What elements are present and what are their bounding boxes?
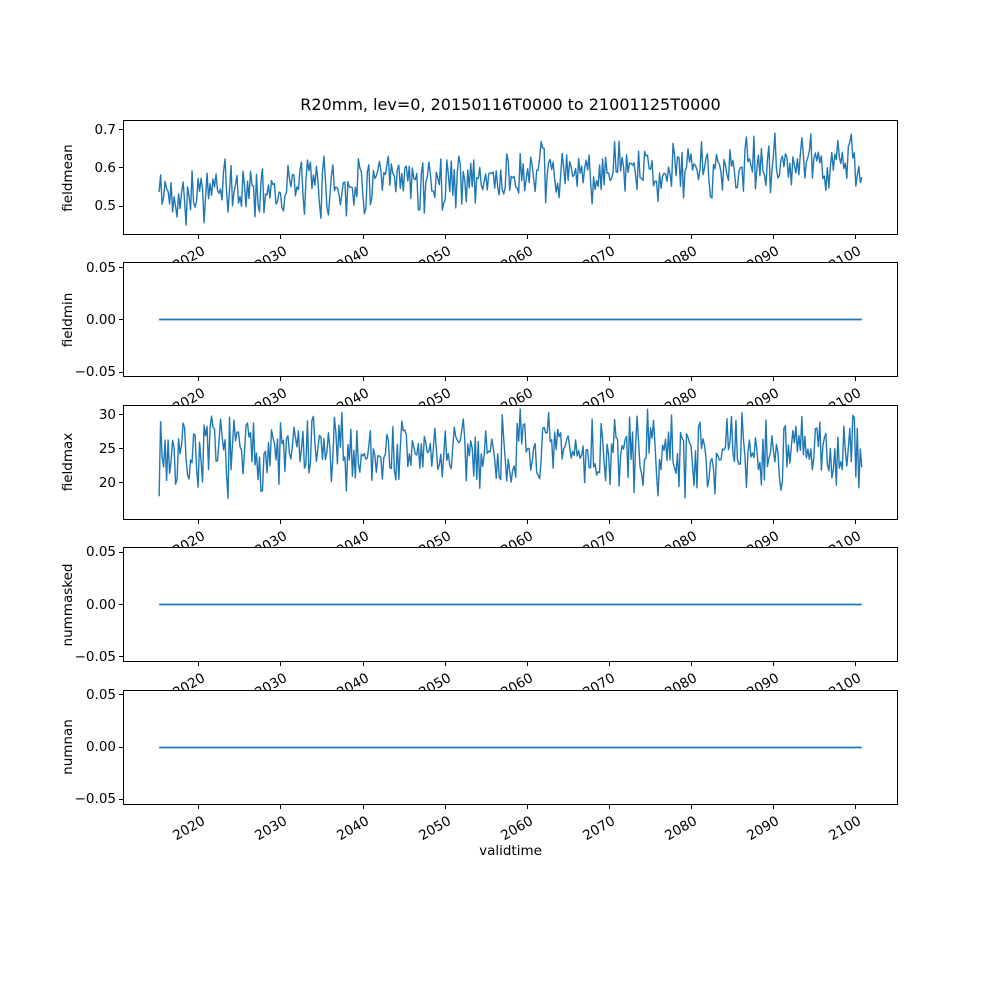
subplot-fieldmin-plot-area	[123, 262, 898, 378]
y-tick-mark	[119, 656, 123, 658]
x-tick-mark	[198, 235, 200, 239]
x-tick-mark	[854, 662, 856, 667]
x-tick-mark	[854, 519, 856, 524]
x-tick-mark	[362, 804, 364, 809]
x-tick-mark	[854, 804, 856, 809]
y-tick-mark	[119, 129, 123, 131]
x-tick-mark	[608, 377, 610, 382]
x-tick-mark	[772, 662, 774, 667]
y-tick-label: 0.5	[94, 198, 116, 215]
x-tick-mark	[198, 804, 200, 809]
x-tick-mark	[690, 662, 692, 667]
y-tick-label: 0.05	[85, 544, 116, 561]
x-tick-mark	[280, 804, 282, 809]
x-tick-mark	[280, 235, 282, 239]
x-tick-mark	[690, 519, 692, 524]
y-tick-label: 0.6	[94, 159, 116, 176]
subplot-fieldmax-plot-area	[123, 404, 898, 520]
x-tick-mark	[526, 235, 528, 239]
y-tick-label: −0.05	[74, 791, 116, 808]
y-tick-mark	[119, 448, 123, 450]
x-tick-mark	[362, 377, 364, 382]
chart-title: R20mm, lev=0, 20150116T0000 to 21001125T…	[300, 95, 721, 114]
x-axis-label: validtime	[479, 843, 542, 859]
subplot-numnan-plot-area	[123, 689, 898, 805]
x-tick-mark	[690, 377, 692, 382]
y-axis-label-fieldmin: fieldmin	[60, 292, 76, 348]
x-tick-mark	[444, 662, 446, 667]
x-tick-mark	[608, 235, 610, 239]
y-tick-label: −0.05	[74, 648, 116, 665]
x-tick-mark	[444, 804, 446, 809]
x-tick-mark	[608, 519, 610, 524]
x-tick-mark	[690, 804, 692, 809]
fieldmean-line	[158, 132, 863, 226]
y-tick-label: −0.05	[74, 364, 116, 381]
y-tick-mark	[119, 482, 123, 484]
x-tick-mark	[198, 377, 200, 382]
y-tick-mark	[119, 319, 123, 321]
y-tick-mark	[119, 267, 123, 269]
y-tick-label: 20	[98, 474, 116, 491]
y-tick-mark	[119, 551, 123, 553]
x-tick-mark	[526, 804, 528, 809]
nummasked-chart-svg	[159, 603, 862, 606]
y-tick-label: 30	[98, 406, 116, 423]
x-tick-mark	[198, 662, 200, 667]
x-tick-mark	[854, 235, 856, 239]
fieldmax-chart-svg	[158, 408, 863, 499]
x-tick-mark	[772, 804, 774, 809]
x-tick-mark	[608, 804, 610, 809]
x-tick-mark	[362, 519, 364, 524]
x-tick-mark	[772, 377, 774, 382]
y-tick-mark	[119, 167, 123, 169]
x-tick-mark	[526, 662, 528, 667]
subplot-fieldmean-plot-area	[123, 120, 898, 235]
y-tick-label: 0.7	[94, 121, 116, 138]
y-axis-label-nummasked: nummasked	[60, 563, 76, 647]
y-tick-mark	[119, 694, 123, 696]
x-tick-mark	[526, 377, 528, 382]
x-tick-mark	[526, 519, 528, 524]
fieldmin-chart-svg	[159, 318, 862, 321]
y-tick-mark	[119, 746, 123, 748]
y-tick-label: 0.00	[85, 596, 116, 613]
x-tick-mark	[198, 519, 200, 524]
fieldmax-line	[158, 408, 863, 499]
y-tick-label: 0.05	[85, 686, 116, 703]
numnan-chart-svg	[159, 746, 862, 749]
x-tick-mark	[444, 235, 446, 239]
y-tick-mark	[119, 798, 123, 800]
fieldmean-chart-svg	[158, 132, 863, 226]
y-tick-mark	[119, 604, 123, 606]
y-tick-mark	[119, 205, 123, 207]
x-tick-mark	[362, 235, 364, 239]
x-tick-mark	[854, 377, 856, 382]
y-axis-label-numnan: numnan	[60, 719, 76, 775]
y-tick-label: 0.00	[85, 739, 116, 756]
subplot-nummasked-plot-area	[123, 547, 898, 663]
x-tick-mark	[772, 519, 774, 524]
y-tick-label: 0.05	[85, 259, 116, 276]
y-axis-label-fieldmax: fieldmax	[60, 433, 76, 492]
x-tick-mark	[690, 235, 692, 239]
x-tick-mark	[362, 662, 364, 667]
x-tick-mark	[772, 235, 774, 239]
y-tick-label: 0.00	[85, 311, 116, 328]
y-tick-label: 25	[98, 440, 116, 457]
y-tick-mark	[119, 414, 123, 416]
x-tick-mark	[444, 377, 446, 382]
x-tick-mark	[608, 662, 610, 667]
y-axis-label-fieldmean: fieldmean	[60, 143, 76, 212]
y-tick-mark	[119, 371, 123, 373]
x-tick-mark	[280, 377, 282, 382]
x-tick-mark	[444, 519, 446, 524]
x-tick-mark	[280, 662, 282, 667]
x-tick-mark	[280, 519, 282, 524]
